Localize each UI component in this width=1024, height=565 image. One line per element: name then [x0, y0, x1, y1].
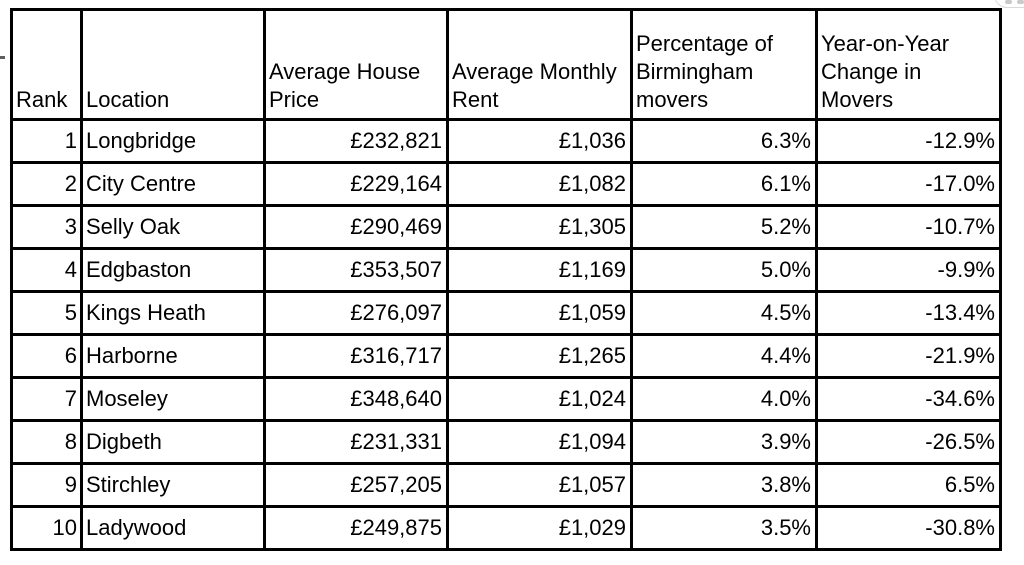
table-row: 2 City Centre £229,164 £1,082 6.1% -17.0% — [10, 161, 1002, 207]
cell-avg-monthly-rent[interactable]: £1,036 — [446, 118, 633, 164]
column-header-location[interactable]: Location — [80, 8, 266, 121]
cell-avg-house-price[interactable]: £257,205 — [263, 462, 449, 508]
cell-rank[interactable]: 2 — [10, 161, 83, 207]
cell-pct-movers[interactable]: 5.2% — [630, 204, 818, 250]
table-header: Rank Location Average House Price Average M… — [10, 8, 1002, 121]
cell-avg-house-price[interactable]: £353,507 — [263, 247, 449, 293]
table-row: 4 Edgbaston £353,507 £1,169 5.0% -9.9% — [10, 247, 1002, 293]
cell-rank[interactable]: 9 — [10, 462, 83, 508]
cell-avg-house-price[interactable]: £231,331 — [263, 419, 449, 465]
cell-yoy-change[interactable]: -34.6% — [815, 376, 1002, 422]
cell-avg-house-price[interactable]: £290,469 — [263, 204, 449, 250]
cell-rank[interactable]: 8 — [10, 419, 83, 465]
cell-avg-house-price[interactable]: £229,164 — [263, 161, 449, 207]
birmingham-movers-table: Rank Location Average House Price Average M… — [10, 8, 1002, 551]
cell-pct-movers[interactable]: 6.3% — [630, 118, 818, 164]
cell-pct-movers[interactable]: 3.8% — [630, 462, 818, 508]
cell-location[interactable]: City Centre — [80, 161, 266, 207]
cell-yoy-change[interactable]: 6.5% — [815, 462, 1002, 508]
table-row: 3 Selly Oak £290,469 £1,305 5.2% -10.7% — [10, 204, 1002, 250]
edge-dash-mark — [0, 56, 5, 59]
cell-rank[interactable]: 5 — [10, 290, 83, 336]
cell-avg-monthly-rent[interactable]: £1,094 — [446, 419, 633, 465]
cell-avg-house-price[interactable]: £316,717 — [263, 333, 449, 379]
column-header-avg-monthly-rent[interactable]: Average Monthly Rent — [446, 8, 633, 121]
table-row: 7 Moseley £348,640 £1,024 4.0% -34.6% — [10, 376, 1002, 422]
cell-avg-monthly-rent[interactable]: £1,059 — [446, 290, 633, 336]
cell-avg-monthly-rent[interactable]: £1,029 — [446, 505, 633, 551]
column-header-yoy-change[interactable]: Year-on-Year Change in Movers — [815, 8, 1002, 121]
header-row: Rank Location Average House Price Average M… — [10, 8, 1002, 121]
cell-location[interactable]: Kings Heath — [80, 290, 266, 336]
cell-pct-movers[interactable]: 3.5% — [630, 505, 818, 551]
cell-yoy-change[interactable]: -30.8% — [815, 505, 1002, 551]
cell-pct-movers[interactable]: 4.4% — [630, 333, 818, 379]
cell-avg-house-price[interactable]: £348,640 — [263, 376, 449, 422]
cell-yoy-change[interactable]: -21.9% — [815, 333, 1002, 379]
cell-pct-movers[interactable]: 5.0% — [630, 247, 818, 293]
cell-yoy-change[interactable]: -10.7% — [815, 204, 1002, 250]
cell-yoy-change[interactable]: -26.5% — [815, 419, 1002, 465]
cell-pct-movers[interactable]: 3.9% — [630, 419, 818, 465]
cell-location[interactable]: Stirchley — [80, 462, 266, 508]
cell-yoy-change[interactable]: -9.9% — [815, 247, 1002, 293]
cell-rank[interactable]: 3 — [10, 204, 83, 250]
cell-avg-house-price[interactable]: £249,875 — [263, 505, 449, 551]
cell-yoy-change[interactable]: -17.0% — [815, 161, 1002, 207]
cell-yoy-change[interactable]: -13.4% — [815, 290, 1002, 336]
cell-rank[interactable]: 6 — [10, 333, 83, 379]
table-body: 1 Longbridge £232,821 £1,036 6.3% -12.9% 2 City… — [10, 118, 1002, 551]
toolbar-glyph-icon — [1017, 0, 1024, 4]
table-row: 8 Digbeth £231,331 £1,094 3.9% -26.5% — [10, 419, 1002, 465]
cell-avg-monthly-rent[interactable]: £1,057 — [446, 462, 633, 508]
cell-yoy-change[interactable]: -12.9% — [815, 118, 1002, 164]
cell-location[interactable]: Selly Oak — [80, 204, 266, 250]
cell-avg-monthly-rent[interactable]: £1,082 — [446, 161, 633, 207]
cell-location[interactable]: Longbridge — [80, 118, 266, 164]
cell-avg-monthly-rent[interactable]: £1,169 — [446, 247, 633, 293]
column-header-rank[interactable]: Rank — [10, 8, 83, 121]
table-row: 5 Kings Heath £276,097 £1,059 4.5% -13.4% — [10, 290, 1002, 336]
cell-avg-house-price[interactable]: £232,821 — [263, 118, 449, 164]
cell-avg-monthly-rent[interactable]: £1,305 — [446, 204, 633, 250]
cell-avg-monthly-rent[interactable]: £1,024 — [446, 376, 633, 422]
table-row: 6 Harborne £316,717 £1,265 4.4% -21.9% — [10, 333, 1002, 379]
cell-avg-house-price[interactable]: £276,097 — [263, 290, 449, 336]
toolbar-glyph-icon — [1005, 0, 1012, 4]
cell-rank[interactable]: 4 — [10, 247, 83, 293]
cell-avg-monthly-rent[interactable]: £1,265 — [446, 333, 633, 379]
cell-pct-movers[interactable]: 4.5% — [630, 290, 818, 336]
table-row: 1 Longbridge £232,821 £1,036 6.3% -12.9% — [10, 118, 1002, 164]
cell-location[interactable]: Digbeth — [80, 419, 266, 465]
cell-location[interactable]: Edgbaston — [80, 247, 266, 293]
table-row: 10 Ladywood £249,875 £1,029 3.5% -30.8% — [10, 505, 1002, 551]
table-row: 9 Stirchley £257,205 £1,057 3.8% 6.5% — [10, 462, 1002, 508]
cell-location[interactable]: Ladywood — [80, 505, 266, 551]
cell-rank[interactable]: 10 — [10, 505, 83, 551]
cell-rank[interactable]: 1 — [10, 118, 83, 164]
cell-pct-movers[interactable]: 6.1% — [630, 161, 818, 207]
cell-location[interactable]: Harborne — [80, 333, 266, 379]
column-header-avg-house-price[interactable]: Average House Price — [263, 8, 449, 121]
cell-location[interactable]: Moseley — [80, 376, 266, 422]
column-header-pct-movers[interactable]: Percentage of Birmingham movers — [630, 8, 818, 121]
cell-pct-movers[interactable]: 4.0% — [630, 376, 818, 422]
cell-rank[interactable]: 7 — [10, 376, 83, 422]
floating-toolbar-pill[interactable] — [994, 0, 1024, 8]
